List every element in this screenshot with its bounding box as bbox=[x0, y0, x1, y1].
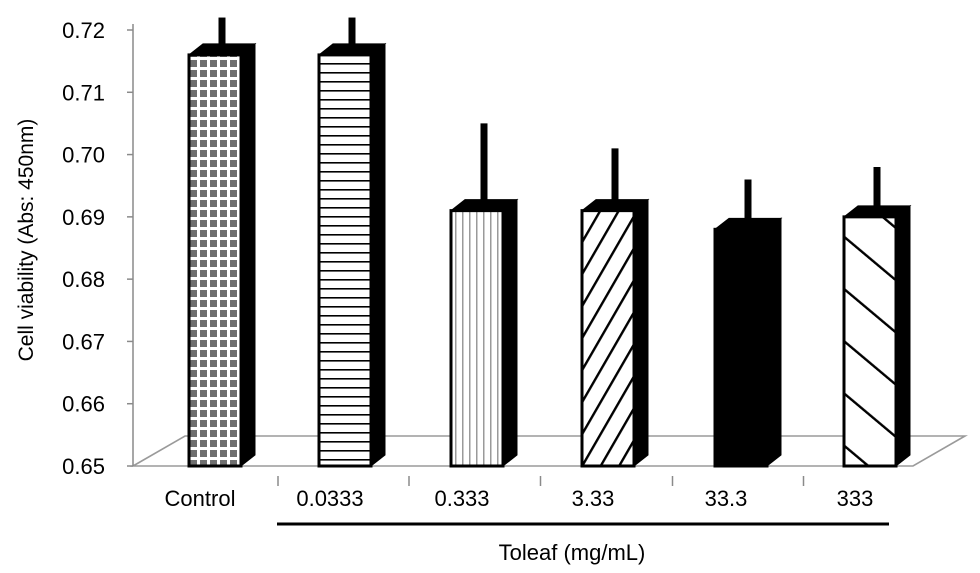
bar-side bbox=[766, 217, 782, 468]
x-tick-label: Control bbox=[165, 486, 236, 511]
x-tick-label: 0.0333 bbox=[296, 486, 363, 511]
floor-plane bbox=[130, 435, 968, 467]
bar-333 bbox=[842, 167, 912, 468]
bars-group bbox=[187, 17, 912, 468]
y-tick-label: 0.67 bbox=[62, 329, 105, 354]
bar bbox=[842, 215, 898, 468]
bar-side bbox=[502, 198, 518, 468]
bar-0.0333 bbox=[317, 17, 387, 468]
x-tick-labels: Control 0.0333 0.333 3.33 33.3 333 bbox=[165, 476, 874, 511]
chart-floor bbox=[130, 435, 968, 467]
y-tick-label: 0.68 bbox=[62, 267, 105, 292]
bar bbox=[187, 53, 243, 468]
x-tick-label: 3.33 bbox=[572, 486, 615, 511]
x-tick-label: 333 bbox=[837, 486, 874, 511]
bar-side bbox=[895, 204, 911, 468]
y-axis-label: Cell viability (Abs: 450nm) bbox=[15, 119, 38, 362]
bar bbox=[580, 209, 636, 468]
bar bbox=[317, 53, 373, 468]
bar-side bbox=[633, 198, 649, 468]
bar-Control bbox=[187, 17, 257, 468]
bar bbox=[713, 227, 769, 468]
bar-33.3 bbox=[713, 179, 783, 468]
y-tick-label: 0.69 bbox=[62, 205, 105, 230]
bar-0.333 bbox=[449, 123, 519, 468]
y-tick-label: 0.70 bbox=[62, 143, 105, 168]
y-axis: 0.65 0.66 0.67 0.68 0.69 0.70 0.71 0.72 bbox=[62, 18, 134, 479]
bar-side bbox=[240, 42, 256, 468]
bar bbox=[449, 209, 505, 468]
y-tick-label: 0.71 bbox=[62, 80, 105, 105]
x-tick-label: 0.333 bbox=[434, 486, 489, 511]
bar-side bbox=[370, 42, 386, 468]
y-tick-label: 0.66 bbox=[62, 392, 105, 417]
y-tick-label: 0.72 bbox=[62, 18, 105, 43]
x-axis-title: Toleaf (mg/mL) bbox=[499, 540, 646, 565]
y-tick-label: 0.65 bbox=[62, 454, 105, 479]
x-tick-label: 33.3 bbox=[705, 486, 748, 511]
bar-3.33 bbox=[580, 148, 650, 468]
